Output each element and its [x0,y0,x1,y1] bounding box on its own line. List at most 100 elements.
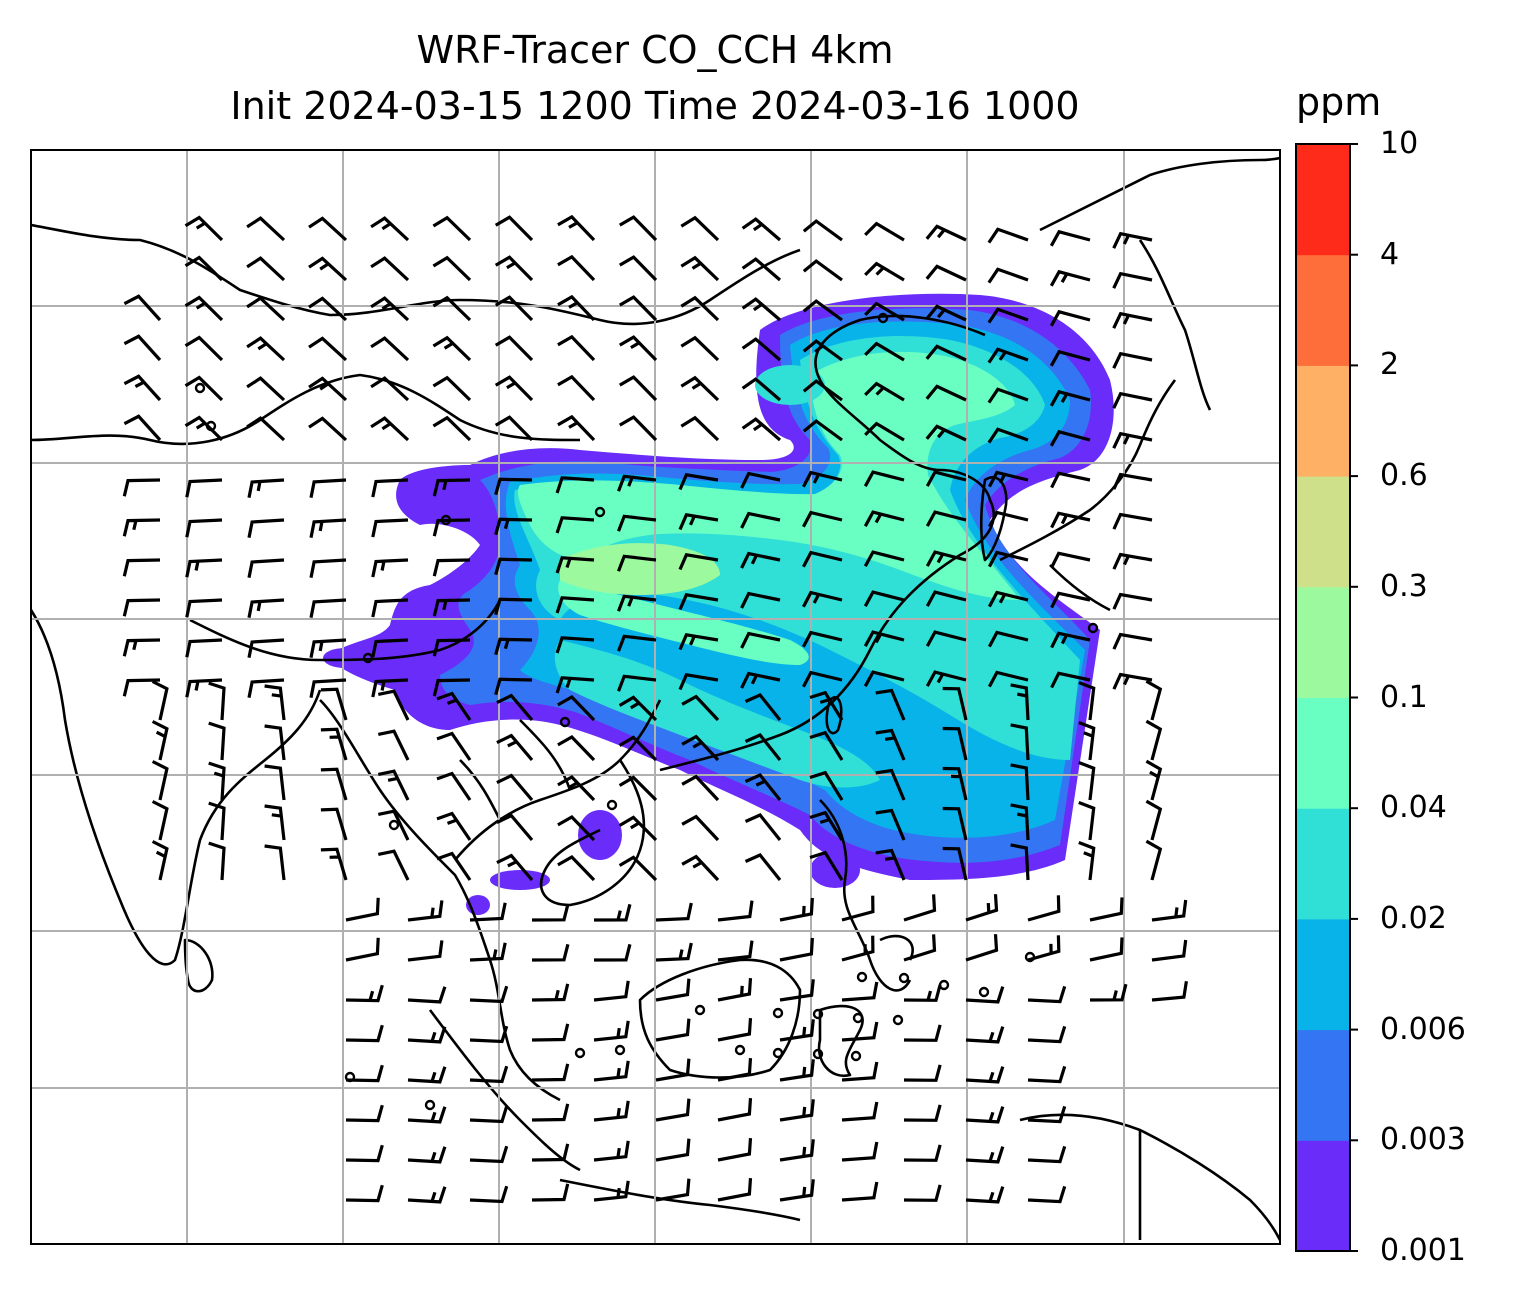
wind-barb [1027,1105,1067,1124]
wind-barb [925,304,967,322]
wind-barb [875,848,906,881]
wind-barb [309,598,347,619]
wind-barb [1049,269,1091,287]
wind-barb [618,295,658,322]
wind-barb [802,419,843,442]
wind-barb [151,800,169,841]
wind-barb [593,1060,630,1082]
wind-barb [925,384,967,402]
calm-wind-marker [205,420,217,432]
colorbar-swatch-0.04 [1296,697,1350,809]
calm-wind-marker [772,1047,784,1059]
wind-barb [618,415,658,442]
wind-barb [681,694,720,722]
wind-barb [744,733,782,761]
wind-barb [987,590,1029,608]
coast-taiwan [825,696,843,735]
plume-level-0.1 [560,543,720,595]
wind-barb [308,376,348,402]
wind-barb [320,727,348,761]
wind-barb [681,774,720,802]
calm-wind-marker [1087,622,1099,634]
wind-barb [875,768,906,801]
wind-barb [151,840,169,881]
wind-barb [1112,672,1153,690]
wind-barb [345,1024,384,1043]
wind-barb [618,215,658,242]
calm-wind-marker [892,1014,904,1026]
wind-barb [531,1063,570,1082]
wind-barb [987,307,1029,324]
wind-barb [965,1146,1005,1164]
wind-barb [681,734,720,762]
wind-barb [678,513,719,531]
wind-barb [741,337,782,362]
wind-barb [1145,799,1163,841]
wind-barb [593,1020,630,1042]
wind-barb [531,1143,570,1162]
wind-barb [617,594,657,612]
wind-barb [555,596,595,614]
wind-barb [151,680,169,721]
wind-barb [371,518,409,538]
wind-barb [1027,935,1061,962]
wind-barb [925,630,967,647]
wind-barb [494,335,534,362]
wind-barb [320,807,348,841]
wind-barb [863,550,905,567]
wind-barb [1010,723,1030,761]
wind-barb [863,470,905,487]
wind-barb [744,813,782,841]
wind-barb [680,295,720,322]
wind-barb [875,808,906,841]
wind-barb [903,984,942,1002]
wind-barb [494,295,534,322]
wind-barb [841,1021,879,1042]
wind-barb [494,415,534,442]
colorbar [1295,143,1358,1252]
wind-barb [246,296,286,322]
wind-barb [432,295,472,322]
wind-barb [377,809,410,841]
wind-barb [1049,429,1091,447]
wind-barb [987,267,1029,284]
wind-barb [1027,1025,1067,1044]
wind-barb [741,417,782,442]
wind-barb [208,681,226,721]
wind-barb [407,986,447,1004]
wind-barb [841,895,875,922]
colorbar-swatch-0.001 [1296,1140,1350,1252]
wind-barb [717,900,754,922]
wind-barb [469,942,507,962]
wind-barb [407,1026,447,1044]
wind-barb [809,690,844,721]
wind-barb [864,421,905,442]
wind-barb [779,897,814,922]
coast-sulawesi [817,1004,864,1078]
colorbar-tick-label: 0.1 [1380,679,1428,715]
wind-barb [122,518,161,537]
wind-barb [531,1023,570,1042]
wind-barb [309,518,347,539]
wind-barb [987,550,1029,568]
wind-barb [432,415,472,442]
calm-wind-marker [1024,951,1036,963]
wind-barb [681,854,720,882]
wind-barb [407,1186,447,1204]
wind-barb [432,598,471,617]
wind-barb [246,416,286,442]
wind-barb [557,774,596,802]
wind-barb [320,847,348,881]
wind-barb [494,517,533,536]
wind-barb [184,215,224,242]
colorbar-tick-label: 2 [1380,347,1400,383]
wind-barb [345,897,380,922]
wind-barb [863,630,905,647]
wind-barb [494,215,534,242]
wind-barb [717,940,754,962]
wind-barb [864,381,905,402]
wind-barb [655,942,693,962]
wind-barb [557,854,596,882]
calm-wind-marker [194,382,206,394]
